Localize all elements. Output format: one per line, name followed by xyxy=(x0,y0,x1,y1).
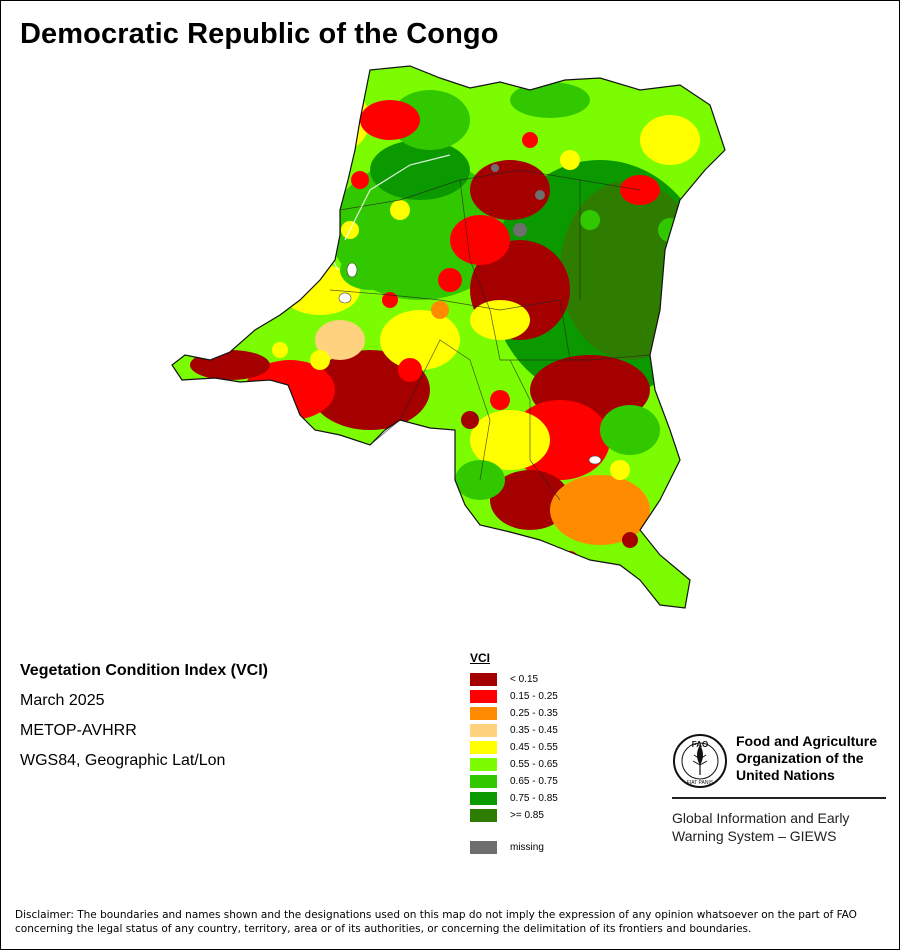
country-outline xyxy=(171,65,726,609)
legend-swatch xyxy=(470,775,497,788)
disclaimer-line1: Disclaimer: The boundaries and names sho… xyxy=(15,909,857,921)
legend-label: 0.15 - 0.25 xyxy=(510,691,558,702)
giews-line2: Warning System – GIEWS xyxy=(672,828,837,844)
legend-swatch xyxy=(470,724,497,737)
legend-swatch-missing xyxy=(470,841,497,854)
disclaimer-line2: concerning the legal status of any count… xyxy=(15,923,752,935)
fao-branding: FAO FIAT PANIS Food and Agriculture Orga… xyxy=(672,733,888,845)
province-boundaries xyxy=(329,169,651,501)
legend-item: 0.15 - 0.25 xyxy=(470,688,558,705)
sensor: METOP-AVHRR xyxy=(20,722,137,739)
fao-logo-text: FAO xyxy=(692,740,708,749)
giews-name: Global Information and Early Warning Sys… xyxy=(672,809,888,845)
fao-org-line3: United Nations xyxy=(736,767,835,783)
legend-swatch xyxy=(470,758,497,771)
legend-swatch xyxy=(470,792,497,805)
vci-map xyxy=(170,60,730,615)
legend-swatch xyxy=(470,809,497,822)
period: March 2025 xyxy=(20,692,105,709)
vci-raster xyxy=(172,66,725,608)
map-info: Vegetation Condition Index (VCI) March 2… xyxy=(20,656,268,776)
disclaimer: Disclaimer: The boundaries and names sho… xyxy=(15,908,885,936)
drc-vci-map-svg xyxy=(171,65,726,609)
legend-swatch xyxy=(470,690,497,703)
vci-legend: VCI < 0.15 0.15 - 0.25 0.25 - 0.35 0.35 … xyxy=(470,651,558,856)
legend-item: 0.75 - 0.85 xyxy=(470,790,558,807)
legend-item: 0.55 - 0.65 xyxy=(470,756,558,773)
fao-org-name: Food and Agriculture Organization of the… xyxy=(736,733,877,784)
fao-logo-ring-text: FIAT PANIS xyxy=(687,780,714,786)
legend-label: 0.45 - 0.55 xyxy=(510,742,558,753)
map-title: Democratic Republic of the Congo xyxy=(20,18,499,50)
legend-item: 0.45 - 0.55 xyxy=(470,739,558,756)
legend-item: 0.35 - 0.45 xyxy=(470,722,558,739)
legend-title: VCI xyxy=(470,651,491,665)
rivers xyxy=(329,154,451,271)
fao-divider xyxy=(672,797,886,799)
giews-line1: Global Information and Early xyxy=(672,810,850,826)
legend-item: 0.25 - 0.35 xyxy=(470,705,558,722)
legend-item: < 0.15 xyxy=(470,671,558,688)
legend-label: 0.35 - 0.45 xyxy=(510,725,558,736)
legend-item-missing: missing xyxy=(470,839,558,856)
legend-swatch xyxy=(470,707,497,720)
projection: WGS84, Geographic Lat/Lon xyxy=(20,752,226,769)
fao-logo-icon: FAO FIAT PANIS xyxy=(673,734,727,788)
index-name: Vegetation Condition Index (VCI) xyxy=(20,662,268,679)
fao-org-line1: Food and Agriculture xyxy=(736,733,878,749)
legend-label: < 0.15 xyxy=(510,674,539,685)
legend-label: 0.55 - 0.65 xyxy=(510,759,558,770)
lakes xyxy=(338,262,602,465)
legend-label: >= 0.85 xyxy=(510,810,544,821)
legend-item: >= 0.85 xyxy=(470,807,558,824)
legend-label: 0.75 - 0.85 xyxy=(510,793,558,804)
legend-label-missing: missing xyxy=(510,842,544,853)
legend-label: 0.65 - 0.75 xyxy=(510,776,558,787)
legend-item: 0.65 - 0.75 xyxy=(470,773,558,790)
legend-spacer xyxy=(470,824,558,839)
legend-swatch xyxy=(470,673,497,686)
legend-label: 0.25 - 0.35 xyxy=(510,708,558,719)
legend-swatch xyxy=(470,741,497,754)
fao-org-line2: Organization of the xyxy=(736,750,864,766)
